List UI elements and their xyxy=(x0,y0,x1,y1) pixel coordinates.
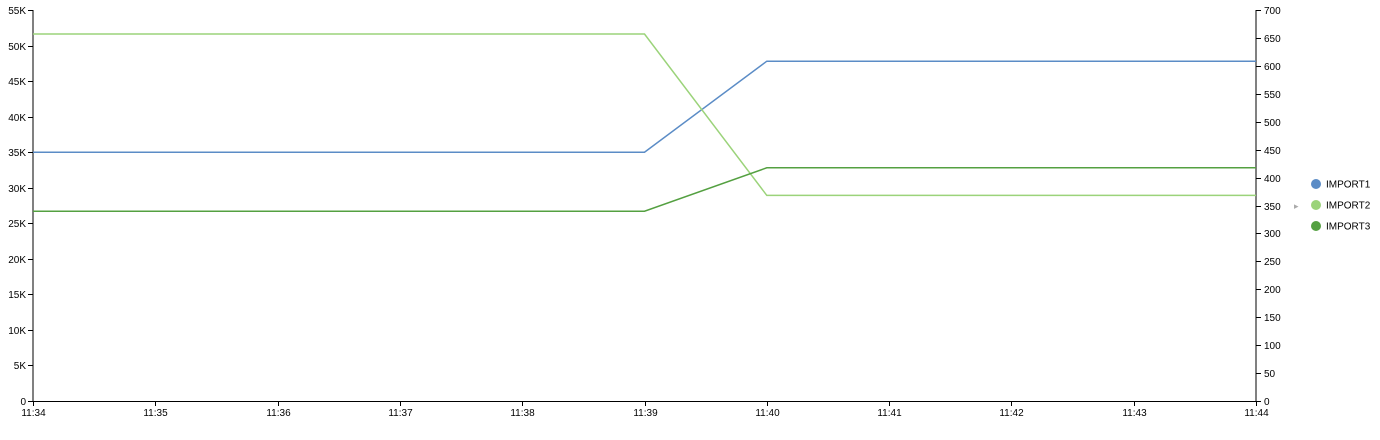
right-tick-label: 650 xyxy=(1264,34,1281,45)
right-tick-label: 150 xyxy=(1264,313,1281,324)
x-tick-label: 11:38 xyxy=(510,408,535,419)
legend-label-import3: IMPORT3 xyxy=(1326,222,1371,233)
legend-label-import1: IMPORT1 xyxy=(1326,180,1371,191)
x-tick-label: 11:42 xyxy=(999,408,1024,419)
left-tick-label: 25K xyxy=(8,219,26,230)
right-tick-label: 450 xyxy=(1264,146,1281,157)
left-tick-label: 20K xyxy=(8,255,26,266)
legend-label-import2: IMPORT2 xyxy=(1326,201,1371,212)
series-line-import2 xyxy=(33,33,1256,197)
left-tick-label: 30K xyxy=(8,184,26,195)
x-tick-label: 11:39 xyxy=(633,408,658,419)
right-tick-label: 100 xyxy=(1264,341,1281,352)
series-line-import1 xyxy=(33,60,1256,153)
left-y-axis: 0 5K 10K 15K 20K 25K 30K 35K 40K 45K 50K 55K xyxy=(8,6,34,408)
legend-swatch-import1 xyxy=(1311,179,1321,189)
left-tick-label: 35K xyxy=(8,148,26,159)
left-tick-label: 15K xyxy=(8,290,26,301)
x-tick-label: 11:44 xyxy=(1244,408,1269,419)
series-line-import3 xyxy=(33,167,1256,212)
left-tick-label: 55K xyxy=(8,6,26,17)
right-tick-label: 200 xyxy=(1264,285,1281,296)
right-tick-label: 500 xyxy=(1264,118,1281,129)
series-layer xyxy=(33,33,1256,212)
right-tick-label: 600 xyxy=(1264,62,1281,73)
x-tick-label: 11:40 xyxy=(755,408,780,419)
right-tick-label: 400 xyxy=(1264,174,1281,185)
right-tick-label: 250 xyxy=(1264,257,1281,268)
left-tick-label: 40K xyxy=(8,113,26,124)
left-tick-label: 5K xyxy=(14,361,27,372)
right-tick-label: 350 xyxy=(1264,202,1281,213)
right-tick-label: 550 xyxy=(1264,90,1281,101)
right-tick-label: 700 xyxy=(1264,6,1281,17)
legend-swatch-import3 xyxy=(1311,221,1321,231)
left-tick-label: 10K xyxy=(8,326,26,337)
right-tick-label: 300 xyxy=(1264,229,1281,240)
legend-swatch-import2 xyxy=(1311,200,1321,210)
x-tick-label: 11:37 xyxy=(388,408,413,419)
right-y-axis: 0 50 100 150 200 250 300 350 400 450 500 550 600 650 7… xyxy=(1255,6,1281,408)
right-tick-label: 0 xyxy=(1264,397,1270,408)
left-tick-label: 50K xyxy=(8,42,26,53)
legend-active-marker: ▸ xyxy=(1294,201,1299,211)
x-tick-label: 11:41 xyxy=(877,408,902,419)
left-tick-label: 0 xyxy=(20,397,26,408)
x-axis: 11:34 11:35 11:36 11:37 11:38 11:39 11:40 11:41… xyxy=(21,401,1269,419)
left-tick-label: 45K xyxy=(8,77,26,88)
right-tick-label: 50 xyxy=(1264,369,1276,380)
x-tick-label: 11:34 xyxy=(21,408,46,419)
x-tick-label: 11:36 xyxy=(266,408,291,419)
x-tick-label: 11:43 xyxy=(1122,408,1147,419)
x-tick-label: 11:35 xyxy=(143,408,168,419)
legend: IMPORT1 ▸ IMPORT2 IMPORT3 xyxy=(1294,179,1371,233)
